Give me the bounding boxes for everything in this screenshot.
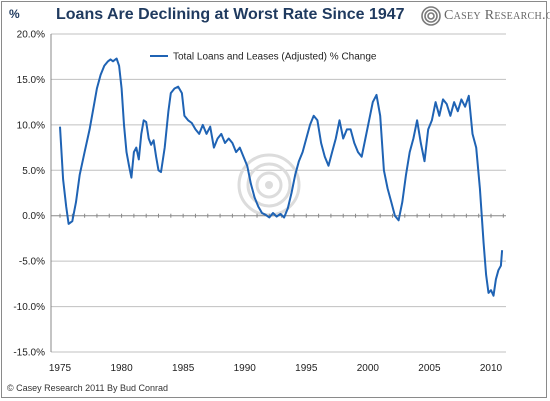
x-tick-label: 1985 <box>172 363 195 374</box>
y-tick-label: -10.0% <box>13 302 45 313</box>
x-tick-label: 2000 <box>357 363 380 374</box>
y-tick-label: 5.0% <box>22 166 45 177</box>
y-tick-label: 10.0% <box>17 120 45 131</box>
series-group <box>59 57 504 297</box>
x-tick-label: 2005 <box>418 363 441 374</box>
watermark-spiral <box>237 153 301 217</box>
x-tick-label: 1980 <box>110 363 133 374</box>
y-tick-label: 20.0% <box>17 30 45 41</box>
y-tick-label: 15.0% <box>17 75 45 86</box>
x-tick-label: 1995 <box>295 363 318 374</box>
y-tick-labels: -15.0% -10.0% -5.0% 0.0% 5.0% 10.0% 15.0% 20.0% <box>13 30 45 359</box>
x-tick-label: 1990 <box>234 363 257 374</box>
grid-lines <box>51 33 506 353</box>
footer-credit: © Casey Research 2011 By Bud Conrad <box>7 383 169 393</box>
y-tick-label: 0.0% <box>22 211 45 222</box>
y-unit-label: % <box>9 7 20 21</box>
casey-research-logo: Casey Research.com <box>421 5 550 27</box>
y-tick-label: -15.0% <box>13 348 45 359</box>
x-tick-label: 1975 <box>49 363 72 374</box>
legend-label: Total Loans and Leases (Adjusted) % Chan… <box>173 52 377 63</box>
logo-text: Casey Research.com <box>444 8 550 23</box>
x-tick-label: 2010 <box>480 363 503 374</box>
x-tick-labels: 1975 1980 1985 1990 1995 2000 2005 2010 <box>49 363 503 374</box>
logo-spiral-icon <box>421 6 441 26</box>
legend: Total Loans and Leases (Adjusted) % Chan… <box>150 52 377 63</box>
chart-title: Loans Are Declining at Worst Rate Since … <box>56 6 405 23</box>
y-tick-label: -5.0% <box>19 257 45 268</box>
series-line <box>59 57 504 297</box>
